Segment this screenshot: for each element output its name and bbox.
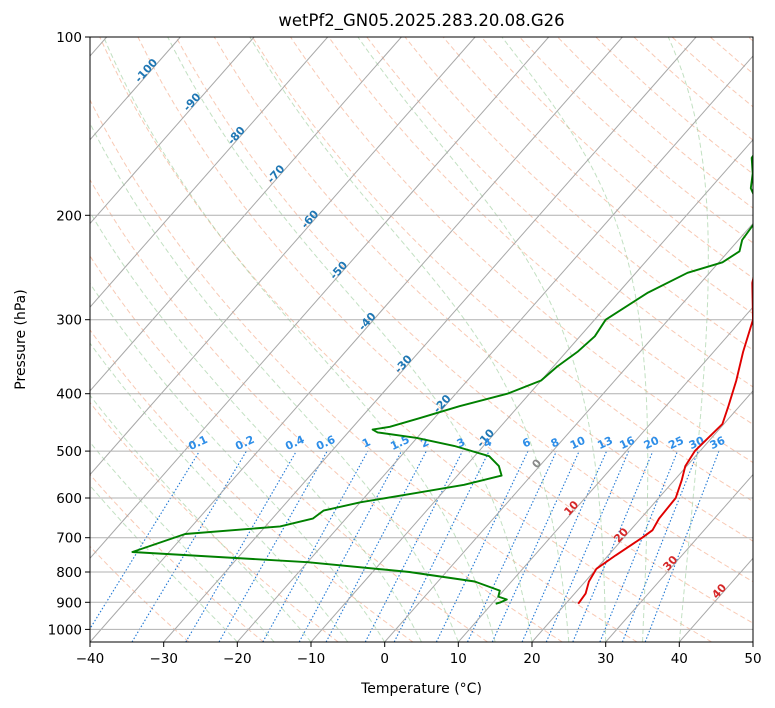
dewpoint-line bbox=[131, 154, 753, 605]
dry-adiabat bbox=[175, 37, 753, 583]
temperature-line bbox=[577, 275, 753, 605]
moist-adiabat bbox=[90, 282, 386, 642]
mixing-ratio-line bbox=[572, 450, 654, 642]
mixing-ratio-line bbox=[90, 450, 200, 630]
background-lines bbox=[90, 37, 753, 642]
mixing-ratio-line bbox=[644, 450, 720, 642]
isotherm-line bbox=[90, 37, 623, 642]
isotherm-line bbox=[163, 37, 697, 642]
dry-adiabat bbox=[328, 37, 753, 425]
dry-adiabat bbox=[404, 37, 753, 351]
dry-adiabat bbox=[90, 255, 488, 642]
isotherm-line bbox=[531, 390, 753, 642]
y-tick-label: 200 bbox=[56, 208, 82, 224]
dry-adiabat bbox=[90, 178, 563, 642]
dry-adiabat bbox=[90, 473, 264, 642]
mixing-ratio-label: 25 bbox=[666, 434, 685, 452]
isotherm-line bbox=[90, 37, 402, 392]
isotherm-line bbox=[310, 138, 753, 642]
moist-adiabat bbox=[103, 37, 496, 642]
x-tick-label: −40 bbox=[76, 651, 105, 667]
isotherm-line bbox=[90, 37, 476, 476]
isotherm-line bbox=[90, 37, 329, 308]
dry-adiabat bbox=[99, 37, 712, 642]
isotherm-line bbox=[90, 37, 550, 560]
dry-adiabat bbox=[90, 98, 638, 642]
dry-adiabat bbox=[290, 37, 753, 464]
y-tick-label: 100 bbox=[56, 30, 82, 46]
mixing-ratio-line bbox=[599, 450, 679, 642]
x-tick-label: −10 bbox=[297, 651, 326, 667]
moist-adiabat bbox=[167, 37, 533, 642]
moist-adiabat bbox=[90, 484, 238, 642]
mixing-ratio-label: 13 bbox=[595, 434, 614, 452]
mixing-ratio-line bbox=[218, 450, 328, 642]
mixing-ratio-line bbox=[621, 450, 699, 642]
mixing-ratio-label: 36 bbox=[708, 434, 728, 452]
y-tick-label: 800 bbox=[56, 565, 82, 581]
mixing-ratio-label: 30 bbox=[687, 434, 707, 452]
moist-adiabat bbox=[90, 441, 275, 642]
isotherm-line bbox=[236, 55, 753, 642]
mixing-ratio-label: 20 bbox=[642, 434, 662, 452]
y-tick-label: 1000 bbox=[48, 622, 82, 638]
grid-lines bbox=[90, 37, 753, 642]
x-tick-label: −30 bbox=[149, 651, 178, 667]
x-tick-label: 20 bbox=[523, 651, 540, 667]
moist-adiabat bbox=[501, 37, 649, 642]
moist-adiabat bbox=[667, 37, 709, 642]
x-tick-label: 30 bbox=[597, 651, 614, 667]
isotherm-line bbox=[90, 37, 181, 141]
mixing-ratio-line bbox=[364, 450, 463, 642]
mixing-ratio-line bbox=[325, 450, 427, 642]
chart-title: wetPf2_GN05.2025.283.20.08.G26 bbox=[278, 11, 564, 31]
isotherm-line bbox=[605, 473, 753, 642]
mixing-ratio-line bbox=[435, 450, 529, 642]
moist-adiabat bbox=[90, 394, 312, 642]
x-axis-label: Temperature (°C) bbox=[360, 681, 482, 697]
dry-adiabat bbox=[90, 401, 339, 642]
y-tick-label: 400 bbox=[56, 387, 82, 403]
mixing-ratio-line bbox=[262, 450, 369, 642]
mixing-ratio-line bbox=[298, 450, 402, 642]
isotherm-line bbox=[90, 37, 255, 225]
dry-adiabat bbox=[137, 37, 753, 624]
mixing-ratio-label: 10 bbox=[568, 434, 588, 452]
isotherm-line bbox=[384, 222, 753, 642]
y-tick-label: 500 bbox=[56, 444, 82, 460]
profile-lines bbox=[131, 154, 753, 605]
moist-adiabat bbox=[90, 211, 422, 642]
y-tick-label: 600 bbox=[56, 491, 82, 507]
plot-frame bbox=[89, 36, 754, 643]
x-tick-label: 50 bbox=[744, 651, 761, 667]
y-tick-label: 300 bbox=[56, 313, 82, 329]
x-tick-label: 0 bbox=[380, 651, 389, 667]
dry-adiabat bbox=[251, 37, 753, 503]
y-axis: 100 200 300 400 500 600 700 800 900 1000 bbox=[48, 30, 90, 638]
x-tick-label: 10 bbox=[450, 651, 467, 667]
y-axis-label: Pressure (hPa) bbox=[13, 289, 29, 389]
mixing-ratio-label: 16 bbox=[618, 434, 638, 452]
mixing-ratio-line bbox=[393, 450, 490, 642]
y-tick-label: 700 bbox=[56, 531, 82, 547]
x-tick-label: −20 bbox=[223, 651, 252, 667]
mixing-ratio-line bbox=[467, 450, 557, 642]
x-axis: −40 −30 −20 −10 0 10 20 30 40 50 bbox=[76, 642, 762, 667]
moist-adiabat bbox=[90, 122, 459, 642]
dry-adiabat bbox=[442, 37, 753, 315]
x-tick-label: 40 bbox=[671, 651, 688, 667]
isotherm-line bbox=[457, 306, 753, 642]
moist-adiabat bbox=[357, 37, 607, 642]
y-tick-label: 900 bbox=[56, 595, 82, 611]
